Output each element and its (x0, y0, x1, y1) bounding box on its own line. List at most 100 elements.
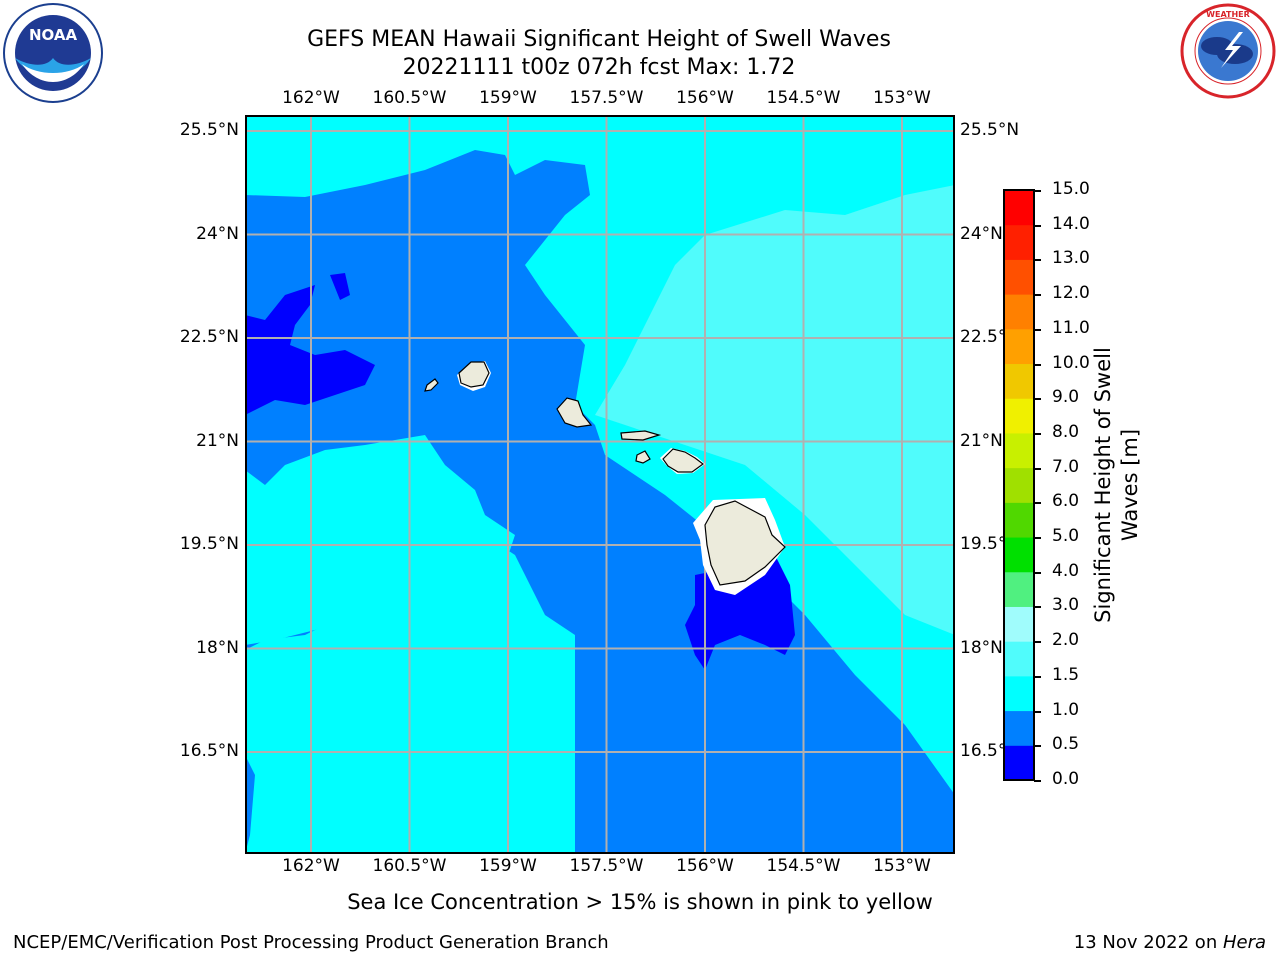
colorbar-segment (1004, 675, 1034, 712)
colorbar-tick-mark (1034, 641, 1041, 644)
contour-band-0.0-0.5 (330, 273, 350, 300)
lat-tick-label-left: 16.5°N (179, 741, 239, 761)
colorbar-segment (1004, 224, 1034, 260)
swell-height-map (245, 115, 955, 854)
contour-band-0.5-1.0 (245, 755, 255, 854)
lat-tick-label-left: 19.5°N (179, 534, 239, 554)
colorbar-segment (1004, 467, 1034, 503)
map-subtitle: 20221111 t00z 072h fcst Max: 1.72 (402, 55, 796, 80)
lon-tick-label-top: 153°W (873, 88, 931, 108)
colorbar-segment (1004, 641, 1034, 677)
colorbar-tick-label: 11.0 (1052, 317, 1090, 338)
colorbar-segment (1004, 606, 1034, 642)
lat-tick-label-left: 21°N (196, 430, 239, 451)
molokai-island (620, 430, 662, 441)
colorbar-tick-label: 10.0 (1052, 352, 1090, 373)
footer-host: Hera (1222, 932, 1266, 953)
plot-frame (245, 115, 955, 854)
colorbar-tick-mark (1034, 780, 1041, 782)
lat-tick-label-left: 18°N (196, 637, 239, 658)
lat-tick-label-left: 24°N (196, 223, 239, 244)
lat-tick-label-left: 25.5°N (179, 120, 239, 140)
lon-tick-label-top: 154.5°W (766, 88, 841, 108)
colorbar-tick-label: 13.0 (1052, 248, 1090, 269)
national-weather-service-logo-icon: WEATHER (1180, 3, 1276, 99)
contour-band-1.5-2.0 (595, 185, 955, 635)
contour-band-1.5-2.0 (940, 573, 955, 595)
lanai-island (635, 450, 651, 464)
sea-ice-note: Sea Ice Concentration > 15% is shown in … (347, 890, 933, 914)
footer-date-text: 13 Nov 2022 on (1073, 932, 1223, 953)
contour-fill-layer (245, 115, 955, 854)
colorbar-tick-label: 6.0 (1052, 491, 1080, 512)
lat-tick-label-left: 22.5°N (179, 327, 239, 347)
colorbar-segment (1004, 745, 1034, 781)
islands-layer (424, 361, 786, 595)
lon-tick-label-bottom: 156°W (676, 856, 734, 876)
noaa-logo-text: NOAA (29, 26, 78, 44)
contour-band-1.0-1.5 (245, 435, 515, 645)
oahu-island (556, 397, 593, 428)
lon-tick-label-top: 157.5°W (569, 88, 644, 108)
colorbar-tick-mark (1034, 363, 1041, 366)
colorbar-tick-label: 9.0 (1052, 387, 1080, 408)
footer-branch: NCEP/EMC/Verification Post Processing Pr… (13, 932, 609, 953)
colorbar-segment (1004, 432, 1034, 469)
colorbar-tick-mark (1034, 328, 1041, 331)
colorbar-segment (1004, 363, 1034, 399)
lon-tick-label-top: 162°W (282, 88, 340, 108)
lon-tick-label-top: 160.5°W (372, 88, 447, 108)
colorbar-tick-label: 1.5 (1052, 664, 1080, 685)
colorbar-tick-label: 0.5 (1052, 734, 1080, 755)
colorbar-segment (1004, 259, 1034, 295)
lat-tick-label-right: 25.5°N (960, 120, 1020, 140)
colorbar-tick-label: 15.0 (1052, 179, 1090, 199)
colorbar-tick-label: 0.0 (1052, 769, 1080, 789)
colorbar-tick-mark (1034, 675, 1041, 678)
colorbar-tick-mark (1034, 432, 1041, 435)
colorbar-tick-mark (1034, 224, 1041, 227)
colorbar-tick-mark (1034, 537, 1041, 540)
colorbar-tick-label: 3.0 (1052, 595, 1080, 616)
lat-tick-label-right: 24°N (960, 223, 1003, 244)
colorbar-tick-mark (1034, 606, 1041, 609)
contour-band-0.5-1.0 (245, 150, 955, 854)
big-island-hawaii (704, 500, 786, 586)
lon-tick-label-top: 156°W (676, 88, 734, 108)
noaa-logo-icon: NOAA (3, 3, 103, 103)
lon-tick-label-bottom: 154.5°W (766, 856, 841, 876)
colorbar-segment (1004, 571, 1034, 607)
colorbar-tick-label: 14.0 (1052, 213, 1090, 234)
contour-band-0.0-0.5 (245, 285, 375, 415)
colorbar-tick-label: 5.0 (1052, 526, 1080, 547)
colorbar-tick-mark (1034, 294, 1041, 297)
colorbar-segment (1004, 190, 1034, 226)
lon-tick-label-top: 159°W (479, 88, 537, 108)
colorbar-tick-label: 4.0 (1052, 560, 1080, 581)
colorbar-tick-label: 1.0 (1052, 699, 1080, 720)
lon-tick-label-bottom: 160.5°W (372, 856, 447, 876)
graticule (245, 115, 955, 854)
colorbar-segment (1004, 328, 1034, 365)
svg-text:WEATHER: WEATHER (1206, 10, 1250, 19)
colorbar-segment (1004, 710, 1034, 746)
colorbar-segment (1004, 502, 1034, 538)
colorbar-tick-mark (1034, 398, 1041, 401)
lon-tick-label-bottom: 162°W (282, 856, 340, 876)
colorbar-tick-label: 12.0 (1052, 283, 1090, 304)
colorbar-tick-label: 7.0 (1052, 456, 1080, 477)
lat-tick-label-right: 18°N (960, 637, 1003, 658)
lon-tick-label-bottom: 159°W (479, 856, 537, 876)
footer-date: 13 Nov 2022 on Hera (1074, 932, 1266, 953)
niihau-island (424, 378, 439, 392)
colorbar-tick-mark (1034, 467, 1041, 470)
lon-tick-label-bottom: 153°W (873, 856, 931, 876)
colorbar-tick-mark (1034, 710, 1041, 713)
colorbar-tick-mark (1034, 571, 1041, 574)
colorbar (1003, 189, 1035, 781)
colorbar-label: Significant Height of Swell Waves [m] (1091, 347, 1142, 623)
colorbar-tick-mark (1034, 190, 1041, 192)
map-title: GEFS MEAN Hawaii Significant Height of S… (307, 27, 891, 52)
colorbar-segment (1004, 537, 1034, 573)
colorbar-segment (1004, 398, 1034, 434)
